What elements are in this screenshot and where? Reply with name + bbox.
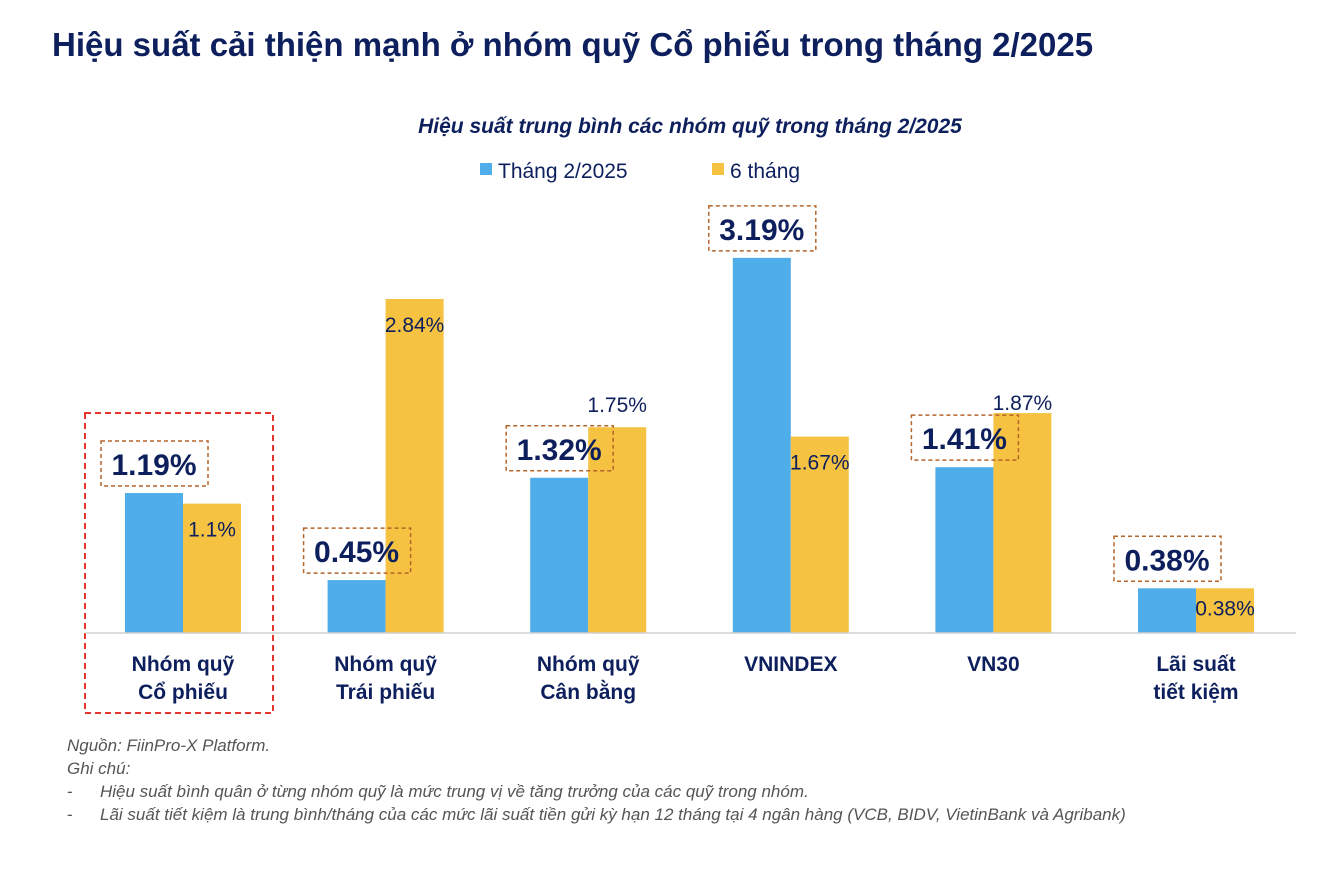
bullet: - [67,805,73,824]
category-label: Cân bằng [540,680,636,704]
note-item: - Lãi suất tiết kiệm là trung bình/tháng … [67,803,1126,826]
category-label: VN30 [967,653,1020,676]
data-label-yellow: 1.87% [993,392,1053,415]
notes-heading: Ghi chú: [67,759,131,778]
category-label: Nhóm quỹ [537,653,640,676]
bar-chart: Hiệu suất trung bình các nhóm quỹ trong … [84,115,1296,714]
bar-yellow [588,427,647,633]
legend-swatch [480,163,492,175]
bar-blue [732,257,791,633]
label-box [505,425,614,472]
bar-blue [530,477,589,633]
data-label-yellow: 1.75% [587,394,647,417]
category-label: Nhóm quỹ [132,653,235,676]
bar-yellow [1196,588,1254,633]
legend-swatch [712,163,724,175]
source-note: Nguồn: FiinPro-X Platform. [67,736,271,755]
data-label-yellow: 2.84% [385,314,445,337]
bar-yellow [993,413,1052,633]
data-label-blue: 0.45% [314,536,399,569]
bar-blue [935,467,994,633]
category-label: Cổ phiếu [138,681,228,704]
data-label-blue: 1.41% [922,423,1007,456]
chart-notes: Nguồn: FiinPro-X Platform. Ghi chú: - Hiệ… [67,734,1126,826]
bar-yellow [385,299,444,633]
bullet: - [67,782,73,801]
label-box [100,440,209,487]
bar-yellow [790,436,849,633]
note-item: - Hiệu suất bình quân ở từng nhóm quỹ là … [67,780,1126,803]
data-label-blue: 1.19% [111,449,196,482]
category-label: Trái phiếu [336,681,435,704]
bar-blue [1138,588,1196,633]
data-label-yellow: 1.67% [790,452,850,475]
data-label-yellow: 0.38% [1195,597,1255,620]
highlight-box [84,412,274,714]
chart-title: Hiệu suất trung bình các nhóm quỹ trong … [418,115,962,138]
data-label-blue: 3.19% [719,214,804,247]
legend-label: 6 tháng [730,160,800,183]
label-box [1113,535,1222,583]
label-box [910,414,1020,461]
category-label: Nhóm quỹ [334,653,437,676]
label-box [302,527,412,574]
bar-yellow [183,503,241,633]
bar-blue [327,580,386,633]
category-label: tiết kiệm [1153,681,1238,704]
legend-label: Tháng 2/2025 [498,160,628,183]
category-label: Lãi suất [1156,653,1235,676]
bar-blue [125,493,183,633]
data-label-blue: 1.32% [517,434,602,467]
data-label-yellow: 1.1% [188,519,236,542]
label-box [708,205,817,252]
page-title: Hiệu suất cải thiện mạnh ở nhóm quỹ Cổ p… [52,26,1094,63]
category-label: VNINDEX [744,653,837,676]
note-text: Hiệu suất bình quân ở từng nhóm quỹ là m… [100,782,809,801]
data-label-blue: 0.38% [1124,544,1209,577]
note-text: Lãi suất tiết kiệm là trung bình/tháng c… [100,805,1126,824]
